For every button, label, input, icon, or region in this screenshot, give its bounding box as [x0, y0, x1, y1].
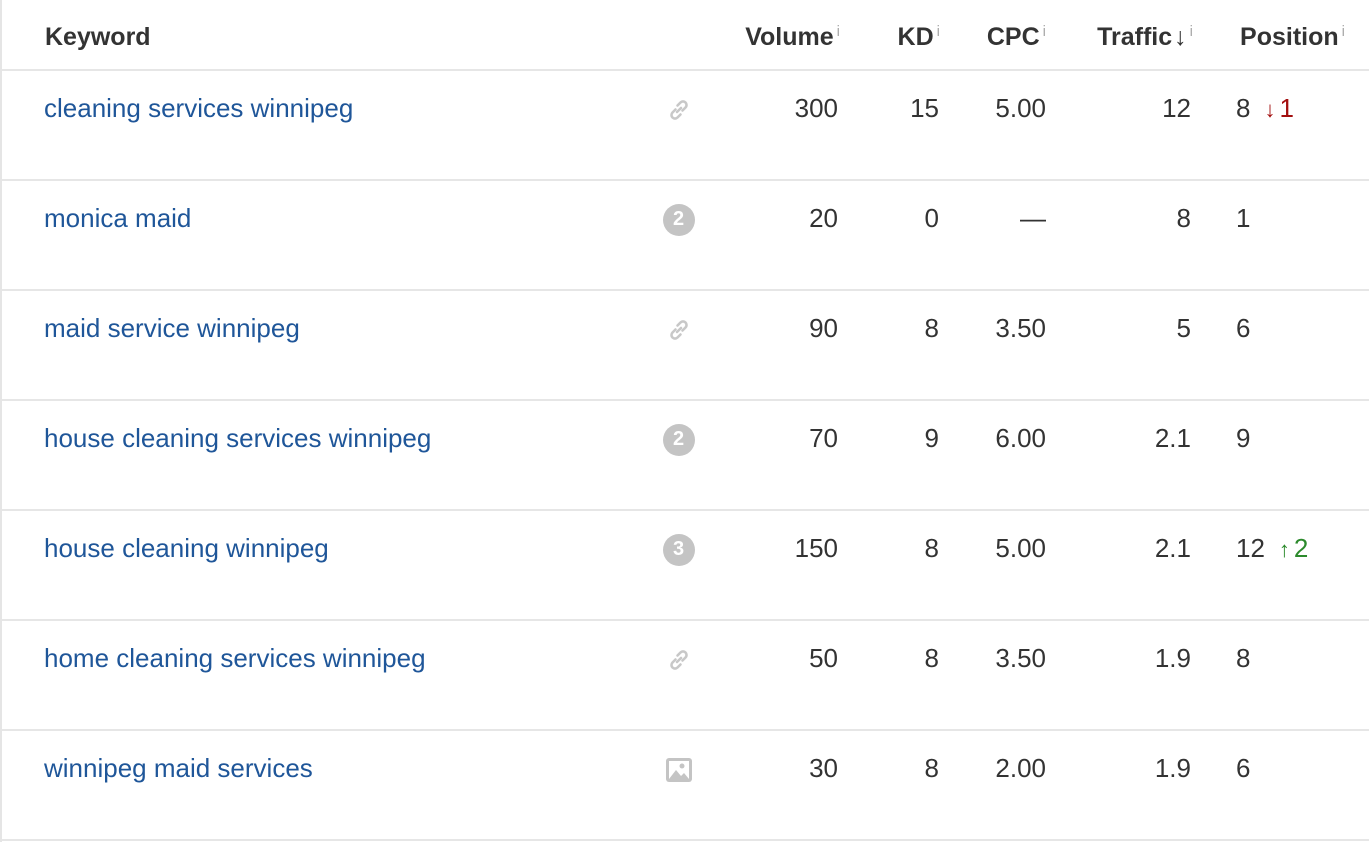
serp-features-count[interactable]: 2 [662, 203, 695, 236]
position-change: ↓ 1 [1264, 93, 1293, 123]
volume-value: 20 [809, 203, 838, 233]
header-volume-label: Volume [745, 23, 834, 51]
volume-value: 300 [794, 93, 838, 123]
serp-count-badge: 2 [662, 423, 695, 456]
traffic-value: 2.1 [1154, 533, 1191, 563]
header-traffic-label: Traffic [1097, 23, 1173, 51]
cpc-value: 3.50 [995, 313, 1046, 343]
traffic-value: 2.1 [1154, 423, 1191, 453]
link-icon[interactable] [662, 643, 695, 676]
traffic-value: 12 [1162, 93, 1191, 123]
info-icon[interactable]: i [1042, 23, 1046, 40]
keyword-link[interactable]: winnipeg maid services [44, 753, 313, 783]
arrow-up-icon: ↑ [1278, 537, 1290, 562]
position-cell: 8 ↓ 1 [1236, 92, 1294, 126]
position-cell: 9 [1236, 422, 1250, 454]
keyword-link[interactable]: monica maid [44, 203, 192, 233]
position-value: 8 [1236, 93, 1251, 123]
header-kd-label: KD [897, 23, 934, 51]
kd-value: 8 [924, 643, 939, 673]
link-icon[interactable] [662, 93, 695, 126]
kd-value: 8 [924, 313, 939, 343]
table-row: house cleaning services winnipeg 2 70 9 … [2, 401, 1369, 511]
table-row: home cleaning services winnipeg 50 8 3.5… [2, 621, 1369, 731]
header-position-label: Position [1240, 23, 1339, 51]
header-cpc-label: CPC [986, 23, 1040, 51]
info-icon[interactable]: i [936, 23, 940, 40]
position-cell: 6 [1236, 312, 1250, 344]
table-row: monica maid 2 20 0 — 8 1 [2, 181, 1369, 291]
position-value: 1 [1236, 203, 1251, 233]
table-row: maid service winnipeg 90 8 3.50 5 6 [2, 291, 1369, 401]
serp-features-count[interactable]: 2 [662, 423, 695, 456]
position-value: 6 [1236, 313, 1251, 343]
arrow-down-icon: ↓ [1264, 97, 1276, 122]
volume-value: 50 [809, 643, 838, 673]
position-change-value: 2 [1293, 533, 1309, 563]
position-cell: 12 ↑ 2 [1236, 532, 1308, 566]
info-icon[interactable]: i [1341, 23, 1345, 40]
volume-value: 150 [794, 533, 838, 563]
header-volume[interactable]: Volume i [745, 22, 840, 52]
volume-value: 30 [809, 753, 838, 783]
traffic-value: 8 [1176, 203, 1191, 233]
keyword-link[interactable]: house cleaning winnipeg [44, 533, 329, 563]
cpc-value: 5.00 [995, 533, 1046, 563]
cpc-value: 6.00 [995, 423, 1046, 453]
kd-value: 0 [924, 203, 939, 233]
keyword-link[interactable]: house cleaning services winnipeg [44, 423, 432, 453]
table-row: cleaning services winnipeg 300 15 5.00 1… [2, 71, 1369, 181]
keyword-link[interactable]: home cleaning services winnipeg [44, 643, 426, 673]
keyword-link[interactable]: cleaning services winnipeg [44, 93, 354, 123]
image-icon[interactable] [662, 753, 695, 786]
position-change: ↑ 2 [1279, 533, 1308, 563]
serp-features-count[interactable]: 3 [662, 533, 695, 566]
table-header: Keyword Volume i KD i CPC i Traffic↓ i Posit… [2, 0, 1369, 71]
keyword-link[interactable]: maid service winnipeg [44, 313, 300, 343]
kd-value: 9 [924, 423, 939, 453]
cpc-value: — [1020, 203, 1046, 233]
serp-count-badge: 3 [662, 533, 695, 566]
header-cpc[interactable]: CPC i [987, 22, 1046, 52]
kd-value: 8 [924, 533, 939, 563]
serp-count-badge: 2 [662, 203, 695, 236]
position-value: 8 [1236, 643, 1251, 673]
position-cell: 1 [1236, 202, 1250, 234]
volume-value: 70 [809, 423, 838, 453]
kd-value: 15 [910, 93, 939, 123]
traffic-value: 1.9 [1154, 643, 1191, 673]
position-value: 9 [1236, 423, 1251, 453]
table-body: cleaning services winnipeg 300 15 5.00 1… [2, 71, 1369, 841]
link-icon[interactable] [662, 313, 695, 346]
header-keyword[interactable]: Keyword [45, 22, 151, 52]
position-cell: 8 [1236, 642, 1250, 674]
table-row: winnipeg maid services 30 8 2.00 1.9 6 [2, 731, 1369, 841]
kd-value: 8 [924, 753, 939, 783]
position-cell: 6 [1236, 752, 1250, 784]
cpc-value: 5.00 [995, 93, 1046, 123]
cpc-value: 2.00 [995, 753, 1046, 783]
sort-desc-icon[interactable]: ↓ [1174, 23, 1187, 51]
header-keyword-label: Keyword [45, 23, 151, 51]
info-icon[interactable]: i [1189, 23, 1193, 40]
header-kd[interactable]: KD i [898, 22, 940, 52]
info-icon[interactable]: i [836, 23, 840, 40]
header-traffic[interactable]: Traffic↓ i [1097, 22, 1193, 52]
traffic-value: 1.9 [1154, 753, 1191, 783]
position-value: 12 [1236, 533, 1265, 563]
header-position[interactable]: Position i [1240, 22, 1345, 52]
position-change-value: 1 [1279, 93, 1294, 123]
volume-value: 90 [809, 313, 838, 343]
table-row: house cleaning winnipeg 3 150 8 5.00 2.1… [2, 511, 1369, 621]
cpc-value: 3.50 [995, 643, 1046, 673]
traffic-value: 5 [1176, 313, 1191, 343]
position-value: 6 [1236, 753, 1251, 783]
